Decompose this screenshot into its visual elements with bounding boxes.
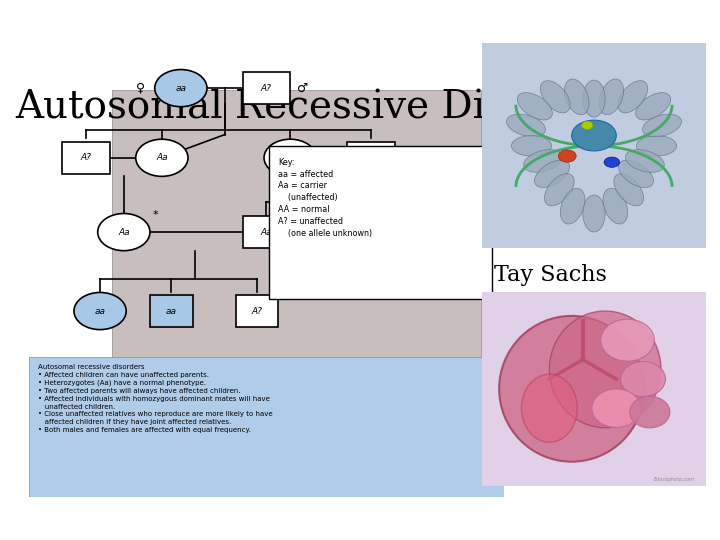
Text: Aa: Aa <box>156 153 168 163</box>
Ellipse shape <box>600 319 654 361</box>
Bar <box>243 216 290 248</box>
Text: Autosomal Recessive Disorders: Autosomal Recessive Disorders <box>15 90 634 127</box>
Ellipse shape <box>98 213 150 251</box>
Text: Key:
aa = affected
Aa = carrier
    (unaffected)
AA = normal
A? = unaffected
   : Key: aa = affected Aa = carrier (unaffec… <box>279 158 372 238</box>
Text: Cystic Fibrosis: Cystic Fibrosis <box>467 447 634 469</box>
Ellipse shape <box>592 389 641 428</box>
Ellipse shape <box>583 195 605 232</box>
Ellipse shape <box>264 139 316 177</box>
Text: Tay Sachs: Tay Sachs <box>494 265 607 286</box>
Ellipse shape <box>523 150 562 172</box>
Text: aa: aa <box>176 84 186 93</box>
Ellipse shape <box>583 80 605 117</box>
Text: aa: aa <box>94 307 106 315</box>
Bar <box>359 216 402 248</box>
Ellipse shape <box>636 93 670 120</box>
Bar <box>235 295 279 327</box>
Ellipse shape <box>507 114 545 137</box>
Ellipse shape <box>643 114 681 137</box>
Ellipse shape <box>618 80 647 113</box>
Ellipse shape <box>518 93 552 120</box>
Ellipse shape <box>541 80 570 113</box>
Text: A?: A? <box>261 84 272 93</box>
Text: A?: A? <box>375 227 386 237</box>
FancyBboxPatch shape <box>269 146 492 299</box>
Ellipse shape <box>511 136 552 156</box>
Ellipse shape <box>534 160 570 187</box>
Text: A?: A? <box>251 307 262 315</box>
Ellipse shape <box>614 173 644 206</box>
Ellipse shape <box>618 160 654 187</box>
Ellipse shape <box>604 157 620 167</box>
Ellipse shape <box>603 188 628 224</box>
Ellipse shape <box>136 139 188 177</box>
Text: ♂: ♂ <box>297 82 309 94</box>
Ellipse shape <box>560 188 585 224</box>
Ellipse shape <box>155 70 207 107</box>
Ellipse shape <box>521 374 577 442</box>
Ellipse shape <box>599 79 624 114</box>
Ellipse shape <box>499 316 644 462</box>
Ellipse shape <box>582 121 593 130</box>
Ellipse shape <box>544 173 574 206</box>
Text: Aa: Aa <box>261 227 272 237</box>
Bar <box>347 141 395 174</box>
Text: A?: A? <box>366 153 377 163</box>
Ellipse shape <box>74 293 126 329</box>
Text: Autosomal recessive disorders
• Affected children can have unaffected parents.
•: Autosomal recessive disorders • Affected… <box>38 364 273 433</box>
Ellipse shape <box>626 150 665 172</box>
Bar <box>150 295 193 327</box>
Ellipse shape <box>636 136 677 156</box>
Text: Aa: Aa <box>284 153 296 163</box>
Text: aa: aa <box>166 307 177 315</box>
Text: A?: A? <box>318 227 329 237</box>
FancyBboxPatch shape <box>29 357 504 497</box>
Ellipse shape <box>564 79 589 114</box>
Text: A?: A? <box>81 153 91 163</box>
Bar <box>302 216 345 248</box>
Text: *: * <box>153 210 158 220</box>
Ellipse shape <box>621 362 665 396</box>
FancyBboxPatch shape <box>112 90 481 447</box>
Text: iStockphoto.com: iStockphoto.com <box>654 477 695 482</box>
Ellipse shape <box>549 311 661 428</box>
Text: Aa: Aa <box>118 227 130 237</box>
Ellipse shape <box>572 120 616 151</box>
Bar <box>243 72 290 104</box>
Ellipse shape <box>630 396 670 428</box>
Ellipse shape <box>558 150 576 162</box>
Bar <box>62 141 109 174</box>
Text: ♀: ♀ <box>136 82 145 94</box>
